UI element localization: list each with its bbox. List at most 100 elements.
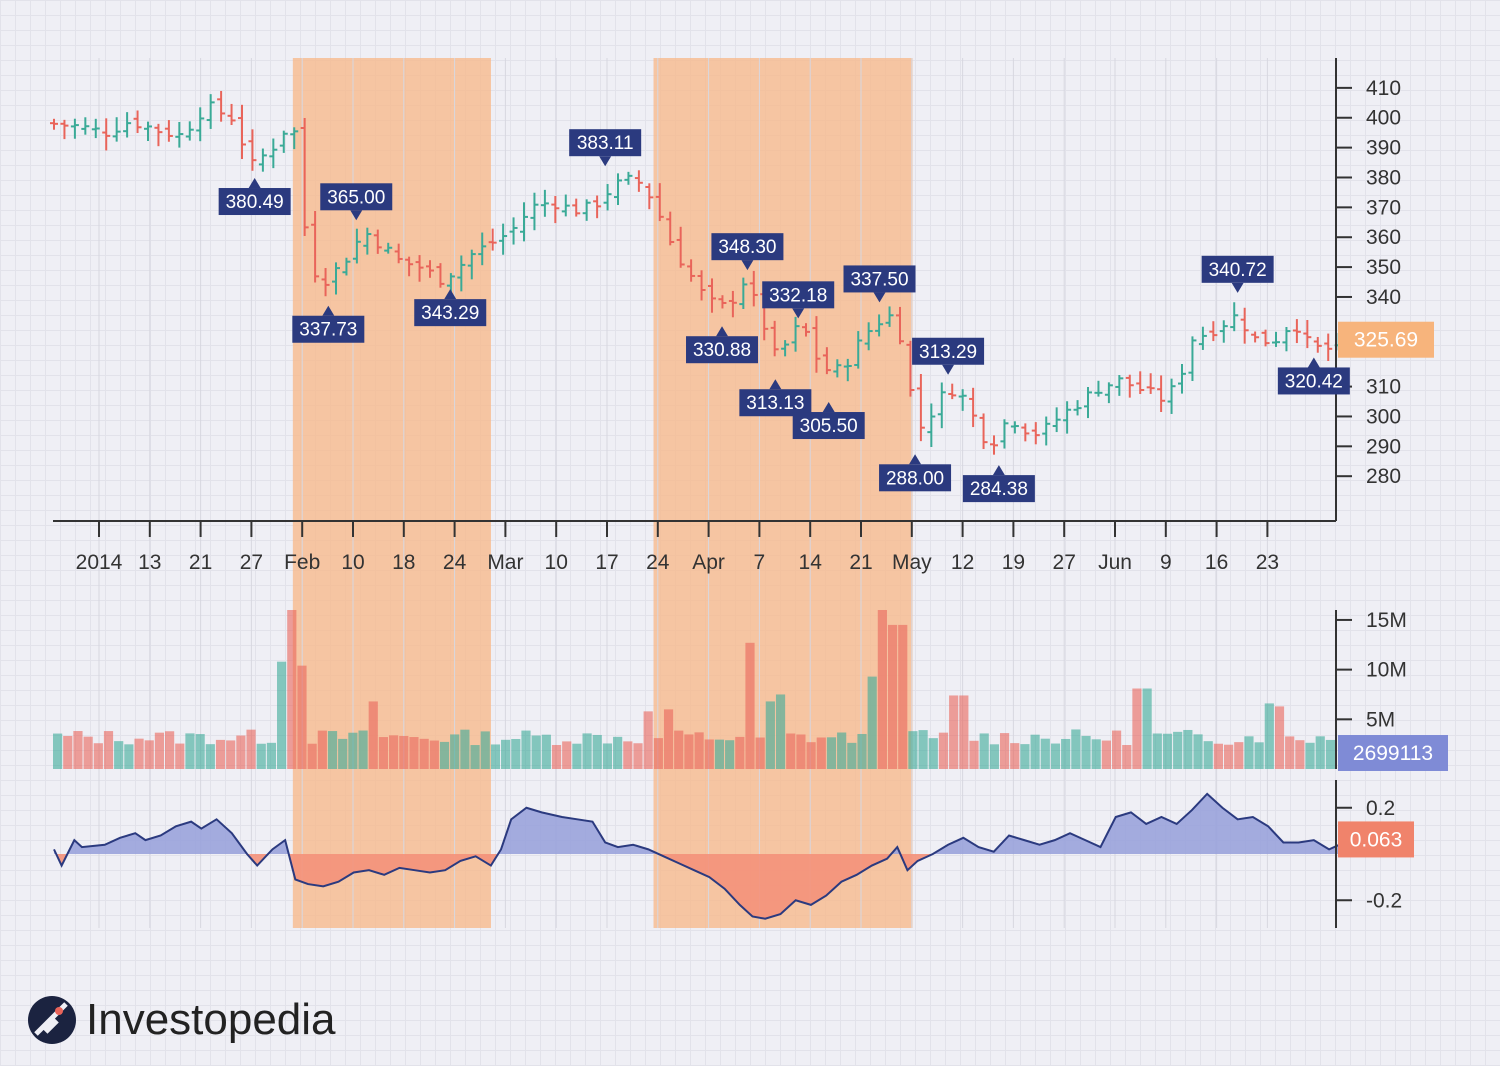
volume-bar	[857, 733, 867, 769]
ohlc-bar	[520, 202, 529, 242]
indicator-positive-fill	[54, 793, 1360, 854]
volume-bar	[613, 736, 623, 769]
volume-bar	[103, 731, 114, 769]
volume-bar	[531, 735, 541, 769]
volume-y-tick-label: 5M	[1366, 708, 1395, 731]
ohlc-bar	[739, 277, 748, 309]
ohlc-bar	[384, 242, 393, 254]
callout-pointer	[822, 402, 835, 413]
ohlc-bar	[1021, 423, 1030, 442]
volume-bar	[1203, 741, 1213, 769]
x-tick-label: Jun	[1098, 551, 1132, 574]
price-callout: 313.13	[739, 379, 812, 417]
x-tick-label: 23	[1256, 551, 1279, 574]
ohlc-bar	[896, 306, 905, 345]
ohlc-bar	[269, 138, 278, 169]
volume-bar	[572, 743, 582, 769]
callout-label: 337.50	[850, 269, 908, 290]
volume-bar	[480, 731, 490, 769]
volume-bar	[765, 701, 775, 769]
volume-bar	[266, 742, 277, 769]
ohlc-bar	[697, 270, 706, 301]
volume-bar	[134, 738, 144, 769]
volume-bar	[521, 730, 531, 769]
volume-bar	[419, 738, 429, 769]
volume-bar	[949, 695, 959, 769]
highlight-region-2	[653, 58, 913, 928]
price-y-tick-label: 370	[1366, 196, 1401, 219]
x-tick-label: 16	[1205, 551, 1228, 574]
ohlc-bar	[990, 435, 999, 455]
callout-label: 284.38	[970, 479, 1028, 500]
volume-bar	[694, 732, 704, 769]
callout-label: 340.72	[1209, 260, 1267, 281]
volume-bar	[226, 740, 236, 769]
ohlc-bar	[1313, 336, 1322, 353]
callout-box	[292, 315, 365, 343]
x-tick-label: 24	[443, 551, 467, 574]
volume-bar	[1010, 743, 1020, 769]
volume-bar	[246, 729, 256, 769]
ohlc-bar	[927, 403, 936, 448]
volume-bar	[378, 737, 389, 769]
ohlc-bar	[614, 173, 623, 206]
volume-bar	[114, 741, 124, 769]
ohlc-bar	[593, 195, 602, 219]
volume-bar	[847, 742, 857, 769]
volume-bar	[185, 733, 195, 769]
ohlc-bar	[1052, 407, 1061, 433]
ohlc-bar	[290, 127, 299, 150]
ohlc-bar	[833, 359, 842, 378]
volume-bar	[918, 730, 928, 769]
ohlc-bar	[70, 118, 79, 139]
callout-pointer	[322, 305, 335, 316]
volume-bar	[582, 733, 592, 769]
price-callout: 332.18	[762, 281, 835, 319]
volume-bar	[297, 665, 307, 769]
volume-bar	[348, 732, 358, 769]
volume-bar	[1122, 745, 1132, 769]
x-tick-label: Feb	[284, 551, 320, 574]
callout-box	[686, 336, 759, 364]
callout-label: 313.13	[746, 393, 804, 414]
callout-box	[414, 299, 487, 327]
ohlc-bar	[133, 110, 142, 134]
volume-bar	[1132, 688, 1142, 769]
ohlc-bar	[1167, 378, 1176, 414]
callout-label: 365.00	[327, 187, 385, 208]
volume-bar	[368, 701, 378, 769]
volume-bar	[93, 743, 103, 769]
price-callout: 330.88	[686, 326, 759, 364]
ohlc-bar	[979, 413, 988, 450]
price-callout: 320.42	[1277, 357, 1350, 395]
x-tick-label: 13	[138, 551, 161, 574]
volume-bar	[317, 730, 327, 769]
indicator-line	[53, 792, 1360, 920]
volume-bar	[358, 730, 368, 769]
callout-label: 313.29	[919, 342, 977, 363]
volume-bar	[277, 661, 287, 769]
callout-label: 343.29	[421, 303, 479, 324]
ohlc-bar	[1146, 373, 1155, 394]
volume-bar	[327, 731, 338, 769]
ohlc-bar	[405, 256, 414, 277]
price-annotations: 380.49 365.00 337.73 343.29 383.11 348.30 330.…	[218, 129, 1350, 503]
volume-bar	[1183, 729, 1193, 769]
ohlc-bar	[875, 314, 884, 337]
ohlc-bar	[426, 260, 435, 278]
volume-bar	[1040, 738, 1050, 769]
callout-box	[218, 188, 291, 216]
price-bars	[50, 90, 1364, 455]
price-callout: 337.50	[843, 265, 916, 303]
volume-bar	[959, 695, 969, 769]
volume-bar	[877, 610, 887, 769]
volume-bar	[511, 738, 521, 769]
ohlc-bar	[238, 104, 247, 160]
volume-bar	[796, 734, 806, 769]
ohlc-bar	[1125, 374, 1134, 398]
ohlc-bar	[791, 316, 800, 352]
ohlc-bar	[258, 148, 267, 172]
volume-bar	[1315, 736, 1325, 769]
callout-pointer	[350, 210, 363, 221]
